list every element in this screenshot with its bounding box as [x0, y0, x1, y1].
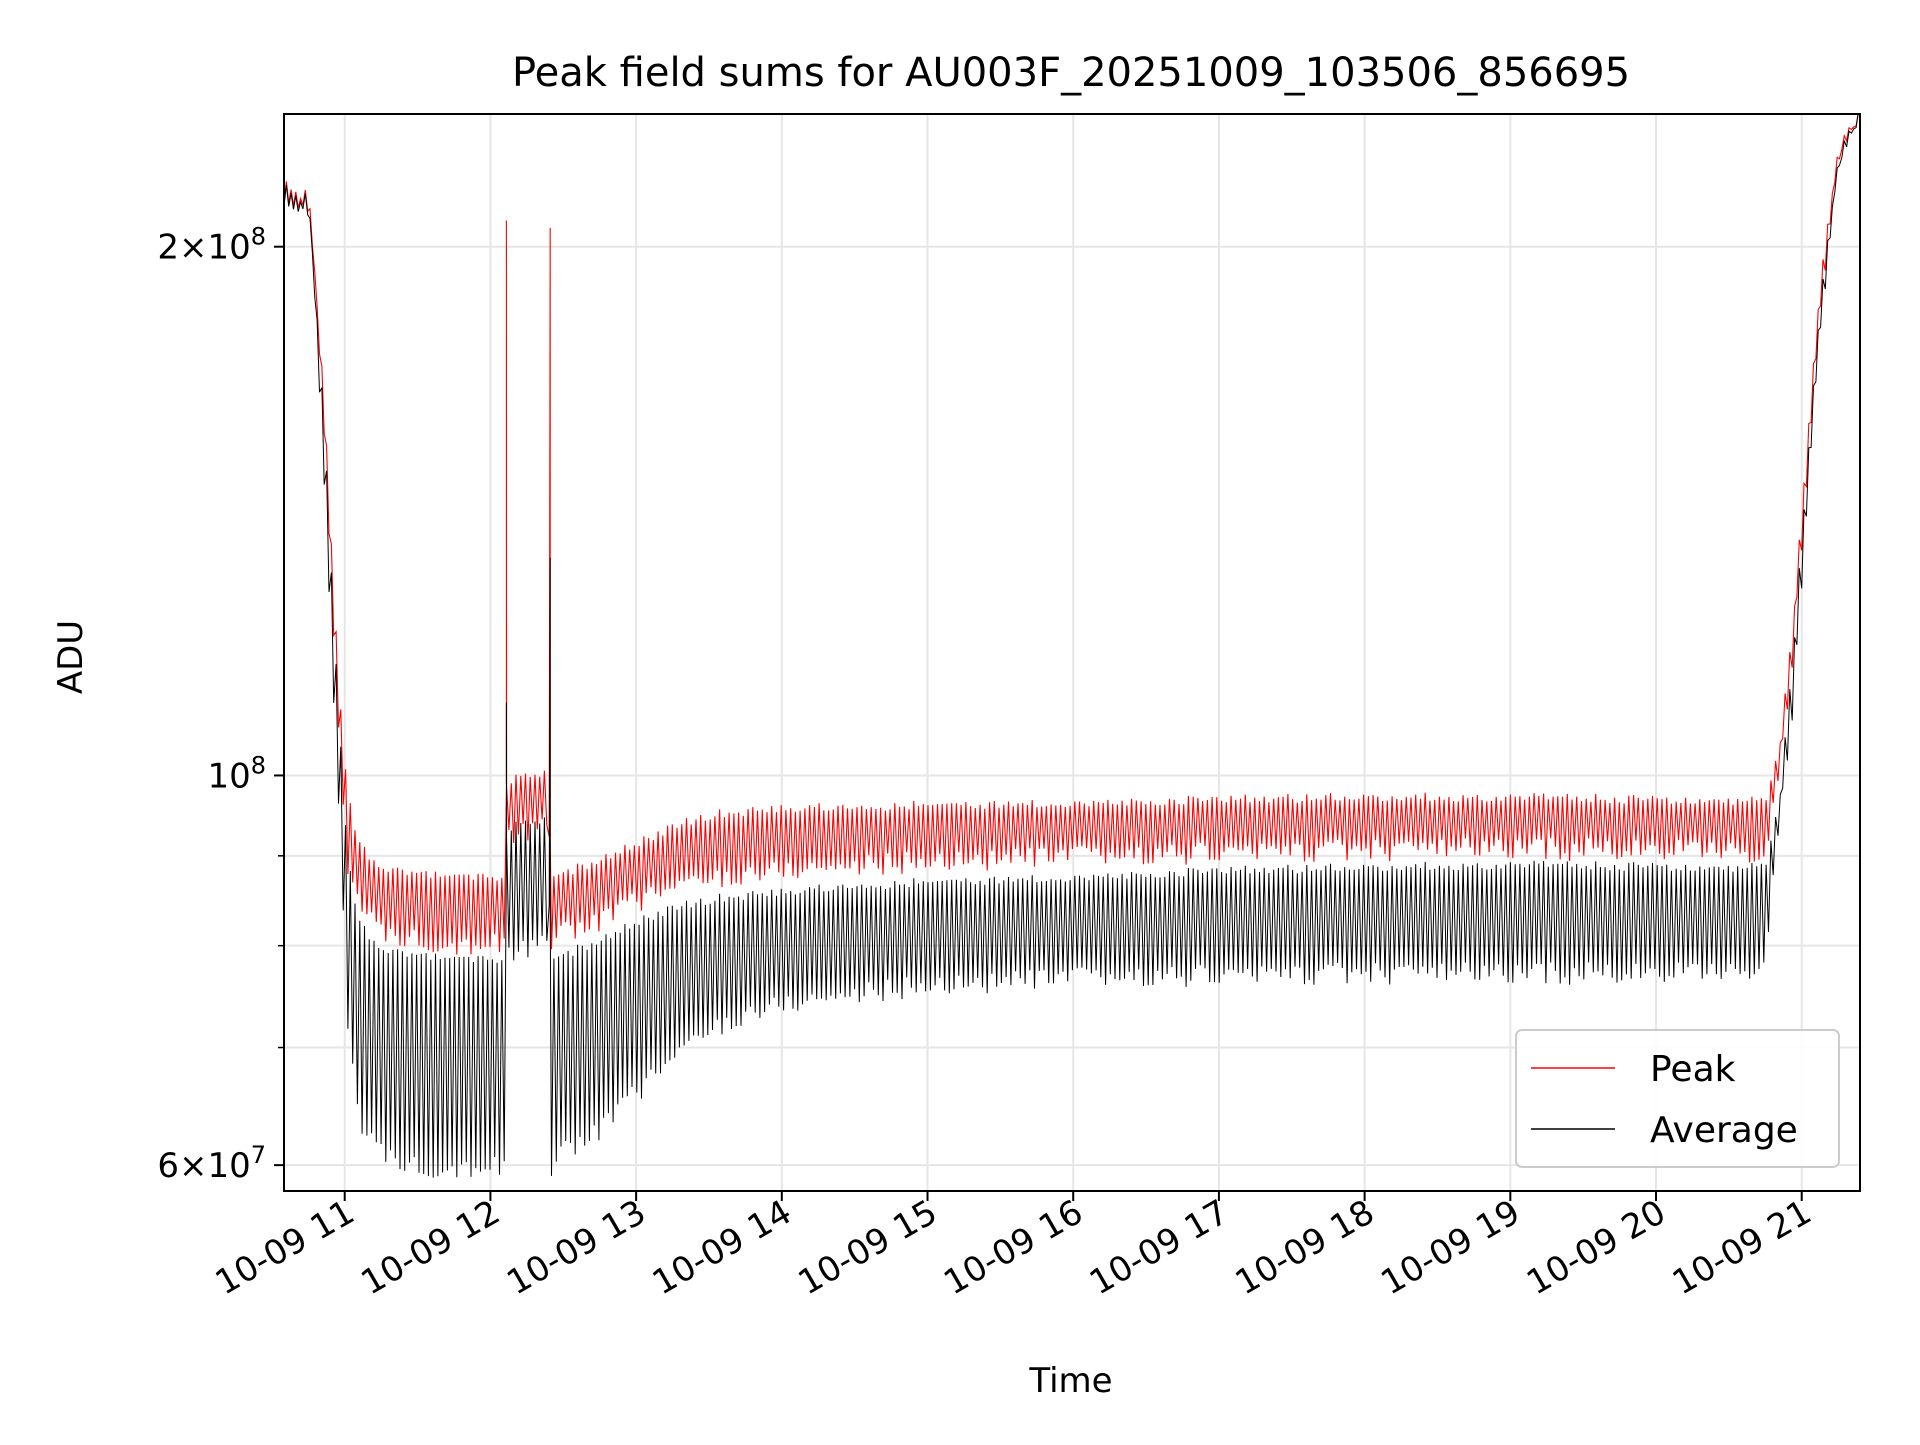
x-axis-label: Time	[1028, 1361, 1112, 1401]
grid-lines	[284, 114, 1860, 1191]
y-tick-label: 2×108	[157, 223, 266, 268]
y-axis-label: ADU	[51, 620, 91, 694]
y-tick-label: 6×107	[157, 1141, 266, 1186]
legend-frame	[1515, 1029, 1840, 1168]
series-line-average	[284, 114, 1859, 1178]
plot-area-frame	[283, 113, 1861, 1192]
y-tick-label: 108	[207, 751, 266, 796]
legend-label-peak: Peak	[1650, 1049, 1736, 1090]
legend-label-average: Average	[1650, 1110, 1798, 1151]
series-line-peak	[284, 114, 1859, 955]
legend: Peak Average	[1515, 1029, 1840, 1168]
series-group	[284, 114, 1859, 1178]
chart-title: Peak field sums for AU003F_20251009_1035…	[512, 50, 1630, 96]
